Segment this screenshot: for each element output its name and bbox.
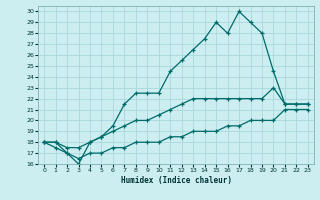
X-axis label: Humidex (Indice chaleur): Humidex (Indice chaleur) bbox=[121, 176, 231, 185]
